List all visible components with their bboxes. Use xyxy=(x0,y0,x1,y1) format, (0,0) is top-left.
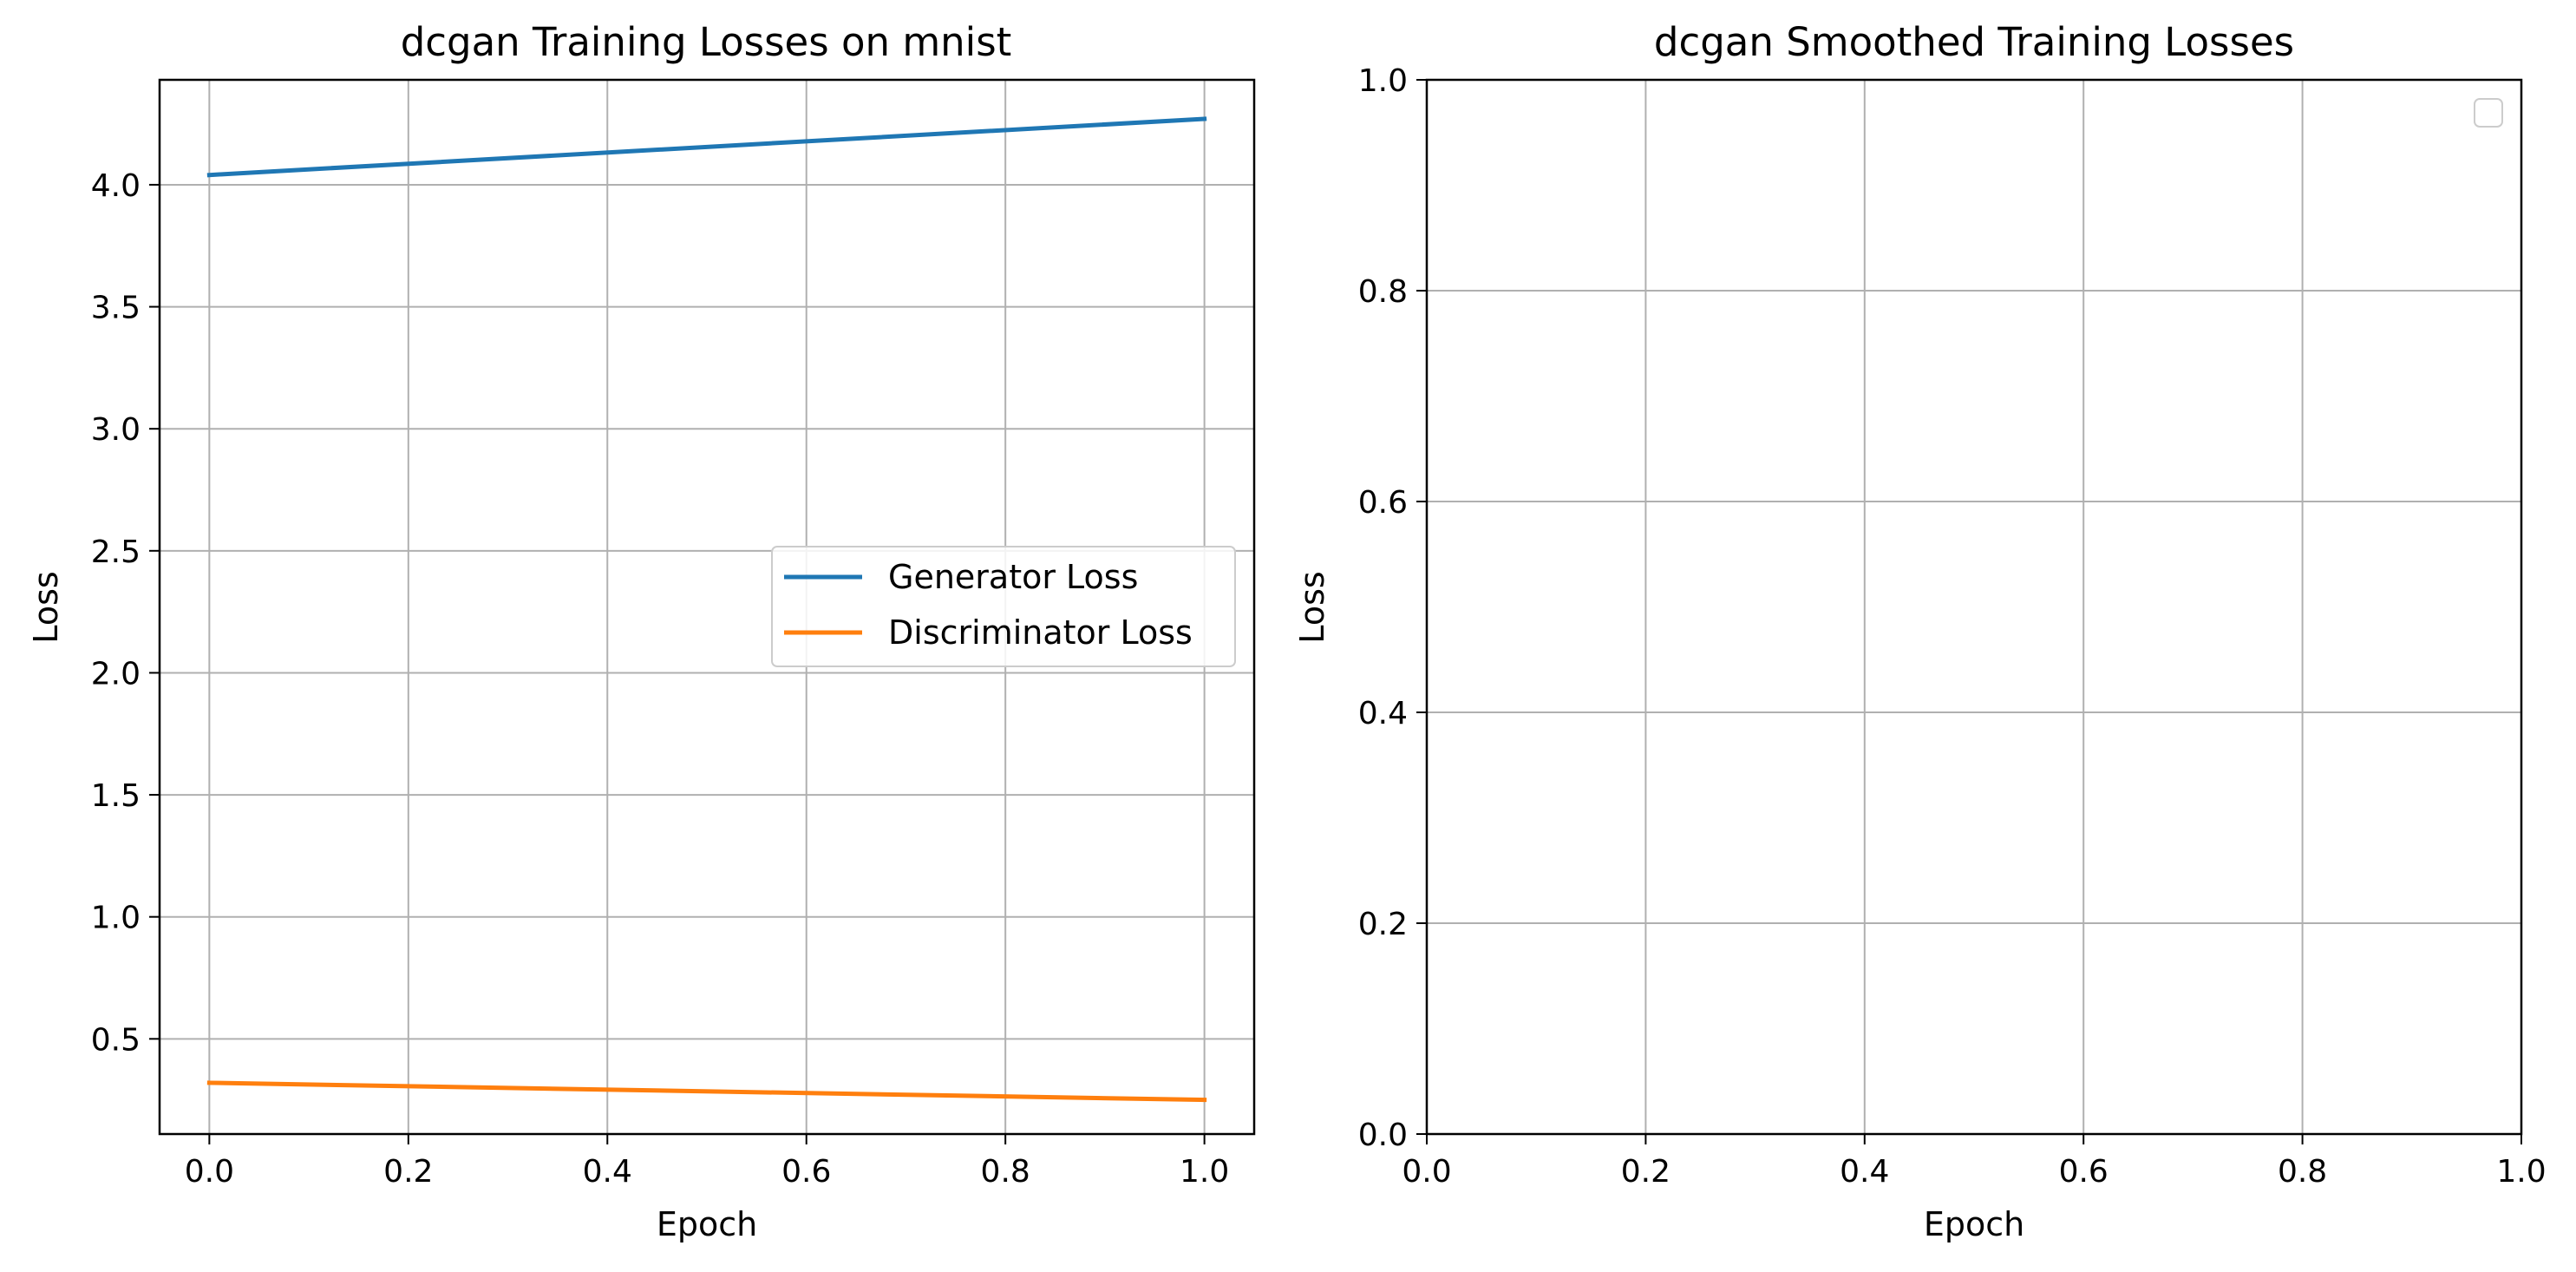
x-axis-label: Epoch xyxy=(657,1205,757,1243)
empty-legend-box xyxy=(2474,98,2503,128)
y-tick-label: 0.5 xyxy=(91,1022,141,1058)
y-tick-label: 4.0 xyxy=(91,168,141,204)
series-lines xyxy=(206,116,1207,1103)
y-tick-label: 3.5 xyxy=(91,291,141,326)
y-ticks: 0.5 1.0 1.5 2.0 2.5 3.0 3.5 4.0 xyxy=(91,168,160,1058)
x-tick-label: 0.4 xyxy=(583,1154,632,1190)
x-ticks: 0.0 0.2 0.4 0.6 0.8 1.0 xyxy=(1402,1134,2547,1190)
x-tick-label: 0.6 xyxy=(781,1154,831,1190)
legend-label-discriminator: Discriminator Loss xyxy=(888,613,1193,652)
x-ticks: 0.0 0.2 0.4 0.6 0.8 1.0 xyxy=(185,1134,1229,1190)
y-tick-label: 3.0 xyxy=(91,412,141,448)
smoothed-losses-chart: dcgan Smoothed Training Losses 0.0 0.2 0.4… xyxy=(1293,19,2547,1243)
x-axis-label: Epoch xyxy=(1924,1205,2024,1243)
chart-title: dcgan Training Losses on mnist xyxy=(401,19,1012,65)
discriminator-loss-line xyxy=(206,1080,1207,1103)
x-tick-label: 1.0 xyxy=(1180,1154,1229,1190)
x-tick-label: 0.0 xyxy=(1402,1154,1451,1190)
training-losses-chart: dcgan Training Losses on mnist 0.0 0.2 0.4… xyxy=(27,19,1256,1243)
x-tick-label: 0.2 xyxy=(1621,1154,1670,1190)
y-tick-label: 0.8 xyxy=(1358,274,1408,310)
y-axis-label: Loss xyxy=(1293,571,1331,643)
y-tick-label: 1.0 xyxy=(1358,63,1408,99)
y-tick-label: 1.5 xyxy=(91,778,141,814)
legend-label-generator: Generator Loss xyxy=(888,558,1138,596)
x-tick-label: 1.0 xyxy=(2496,1154,2546,1190)
y-tick-label: 2.5 xyxy=(91,534,141,570)
y-ticks: 0.0 0.2 0.4 0.6 0.8 1.0 xyxy=(1358,63,1427,1153)
legend: Generator Loss Discriminator Loss xyxy=(771,546,1236,667)
plot-frame xyxy=(158,78,1256,1136)
grid xyxy=(1426,79,2522,1135)
y-tick-label: 2.0 xyxy=(91,656,141,692)
x-tick-label: 0.0 xyxy=(185,1154,234,1190)
generator-loss-line xyxy=(206,116,1207,178)
y-tick-label: 1.0 xyxy=(91,901,141,936)
x-tick-label: 0.4 xyxy=(1840,1154,1889,1190)
plot-frame xyxy=(1425,78,2523,1136)
x-tick-label: 0.6 xyxy=(2059,1154,2109,1190)
x-tick-label: 0.8 xyxy=(981,1154,1030,1190)
y-tick-label: 0.2 xyxy=(1358,907,1408,942)
x-tick-label: 0.2 xyxy=(383,1154,433,1190)
x-tick-label: 0.8 xyxy=(2278,1154,2327,1190)
legend-box xyxy=(771,546,1236,667)
y-tick-label: 0.0 xyxy=(1358,1118,1408,1153)
y-axis-label: Loss xyxy=(27,571,65,643)
chart-title: dcgan Smoothed Training Losses xyxy=(1654,19,2294,65)
y-tick-label: 0.4 xyxy=(1358,696,1408,731)
y-tick-label: 0.6 xyxy=(1358,485,1408,521)
